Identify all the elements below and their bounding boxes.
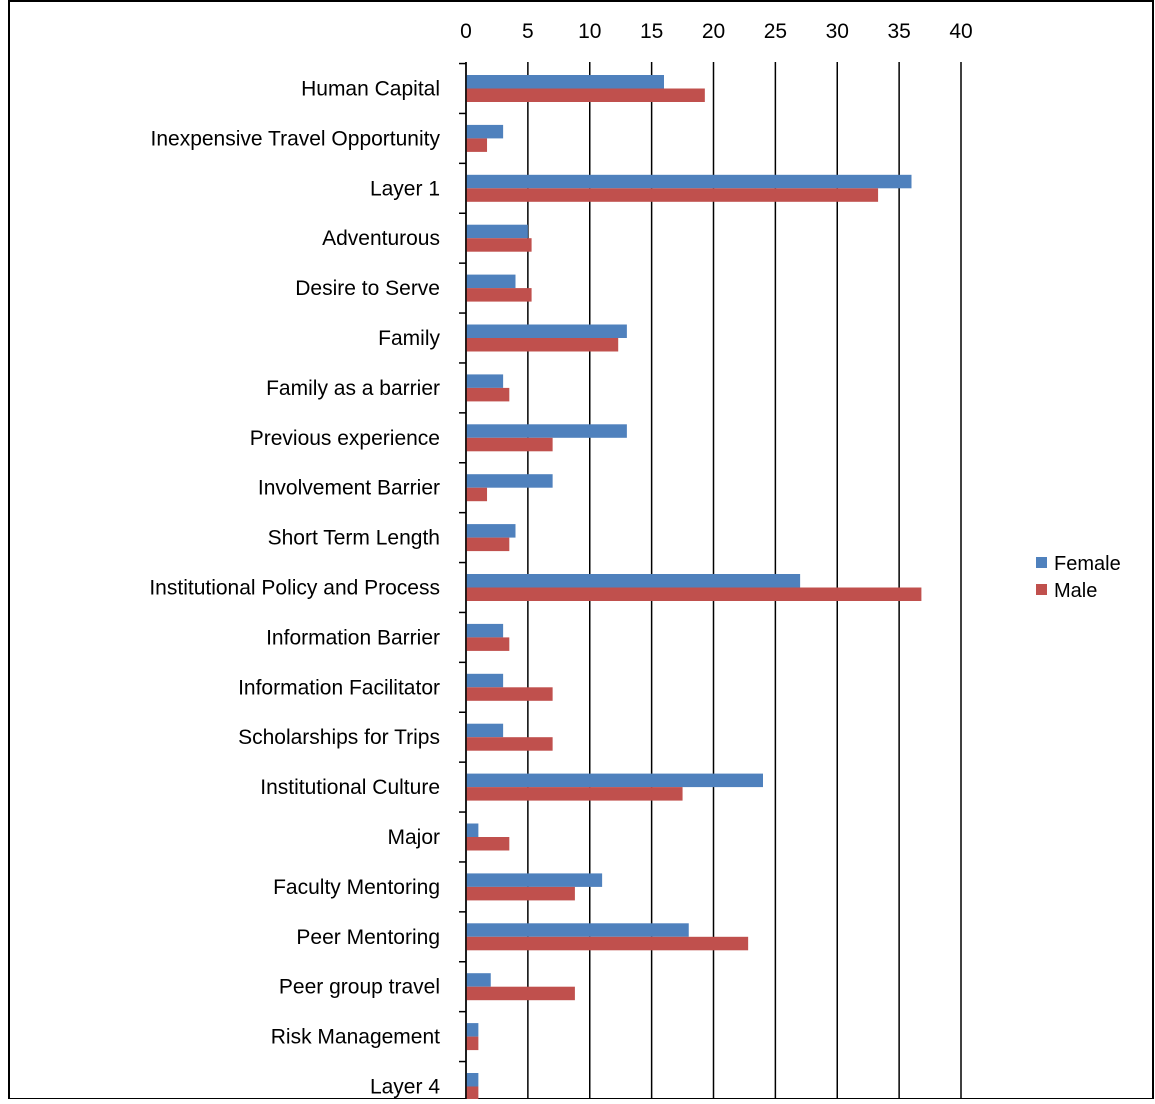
category-label: Institutional Policy and Process [149,577,440,600]
bars [466,75,922,1100]
category-label: Peer Mentoring [296,926,440,949]
bar-male [466,886,575,901]
bar-female [466,723,504,738]
bar-male [466,986,575,1001]
bar-female [466,973,491,987]
category-label: Previous experience [250,427,440,450]
x-tick-label: 40 [949,20,972,43]
bar-male [466,88,705,102]
bar-female [466,623,504,638]
bar-male [466,238,532,252]
category-label: Human Capital [301,78,440,101]
category-label: Scholarships for Trips [238,726,440,749]
category-label: Desire to Serve [295,277,440,300]
bar-female [466,773,763,788]
bar-female [466,75,664,89]
category-label: Layer 4 [370,1076,440,1099]
bar-male [466,437,553,452]
x-tick-label: 30 [826,20,849,43]
category-label: Inexpensive Travel Opportunity [151,127,441,150]
category-label: Risk Management [271,1026,440,1049]
bar-male [466,188,879,202]
bar-male [466,787,683,801]
x-tick-label: 25 [764,20,787,43]
bar-male [466,338,619,352]
bar-male [466,737,553,751]
category-label: Involvement Barrier [258,477,440,500]
legend: Female Male [1036,553,1121,602]
legend-label-female: Female [1054,553,1121,575]
bar-female [466,923,689,937]
x-tick-label: 15 [640,20,663,43]
bar-male [466,687,553,701]
bar-female [466,424,627,438]
category-axis [459,62,467,1099]
x-tick-label: 35 [887,20,910,43]
bar-male [466,288,532,302]
category-label: Adventurous [322,227,440,250]
bar-female [466,124,504,139]
x-tick-label: 5 [522,20,534,43]
bar-male [466,837,510,851]
bar-female [466,224,528,239]
bar-female [466,374,504,388]
bar-female [466,1073,479,1087]
bar-male [466,1036,479,1051]
bar-male [466,387,510,402]
category-label: Major [387,826,440,849]
category-label: Information Barrier [266,626,440,649]
category-label: Peer group travel [279,976,440,999]
bar-female [466,524,516,538]
bar-female [466,174,912,189]
category-label: Institutional Culture [260,776,440,799]
bar-female [466,474,553,488]
category-label: Family as a barrier [266,377,440,400]
bar-female [466,823,479,837]
bar-female [466,574,801,588]
category-label: Information Facilitator [238,676,440,699]
bar-female [466,274,516,289]
category-label: Faculty Mentoring [273,876,440,899]
category-label: Short Term Length [268,527,440,550]
bar-male [466,1086,479,1100]
x-tick-label: 10 [578,20,601,43]
bar-male [466,537,510,552]
x-tick-labels: 0 5 10 15 20 25 30 35 40 [460,20,973,43]
category-labels: Human Capital Inexpensive Travel Opportun… [149,78,440,1099]
bar-female [466,873,603,887]
bar-male [466,487,488,502]
category-label: Family [378,327,440,350]
x-tick-label: 20 [702,20,725,43]
legend-swatch-male [1036,584,1047,595]
legend-label-male: Male [1054,580,1097,602]
bar-female [466,1023,479,1037]
bar-male [466,936,749,951]
bar-male [466,587,922,601]
category-label: Layer 1 [370,177,440,200]
bar-female [466,673,504,688]
bar-male [466,637,510,651]
x-tick-label: 0 [460,20,472,43]
bar-male [466,138,488,152]
legend-swatch-female [1036,557,1047,568]
bar-female [466,324,627,338]
